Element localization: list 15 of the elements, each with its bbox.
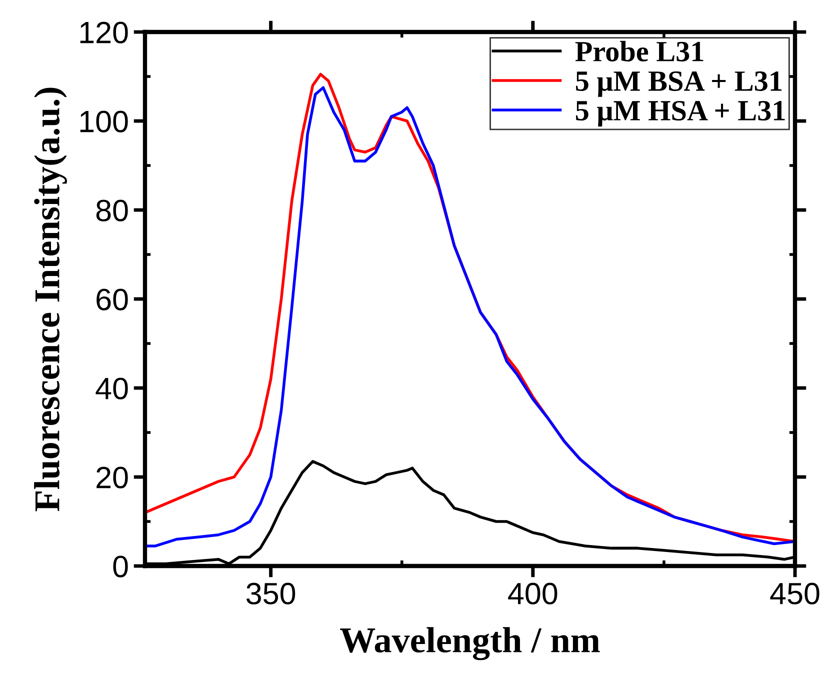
legend-label: 5 μM HSA + L31: [576, 100, 785, 126]
legend-label: Probe L31: [575, 40, 704, 62]
x-tick-label: 450: [770, 582, 820, 604]
x-tick-label: 400: [508, 582, 558, 604]
y-tick-label: 0: [113, 556, 128, 578]
y-tick-label: 40: [96, 378, 128, 400]
y-tick-label: 120: [80, 22, 128, 44]
legend-label: 5 μM BSA + L31: [576, 71, 782, 97]
y-tick-label: 60: [96, 288, 128, 310]
y-axis-title: Fluorescence Intensity(a.u.): [34, 88, 67, 512]
y-tick-label: 100: [80, 110, 128, 132]
y-tick-label: 80: [96, 200, 128, 222]
y-tick-label: 20: [96, 466, 128, 488]
x-tick-label: 350: [246, 582, 296, 604]
x-axis-title: Wavelength / nm: [340, 627, 600, 660]
